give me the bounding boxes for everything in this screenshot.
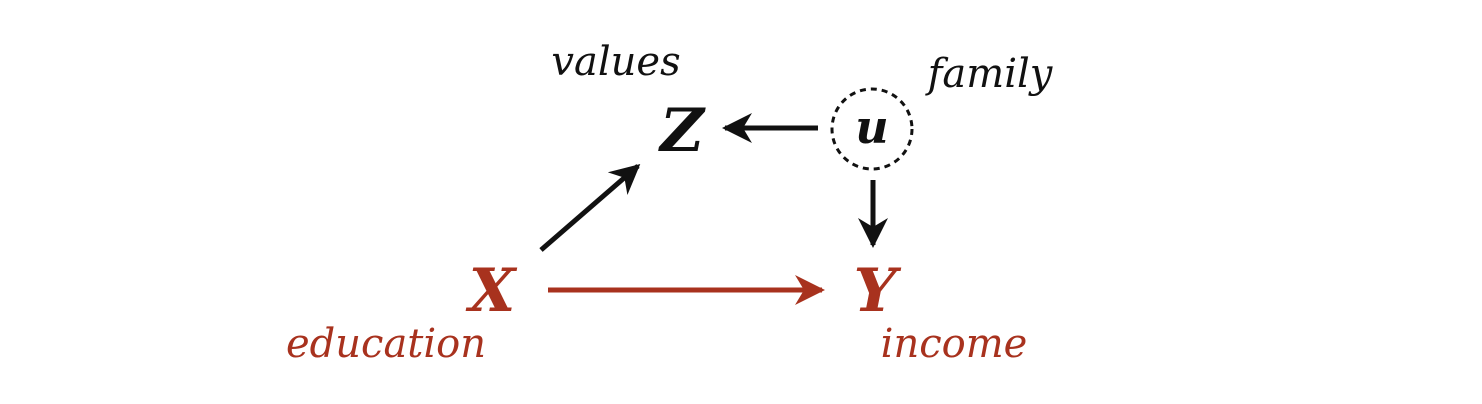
node-u-symbol: u xyxy=(855,100,888,154)
node-y-symbol: Y xyxy=(854,256,902,326)
node-x-symbol: X xyxy=(465,256,518,326)
node-z-symbol: Z xyxy=(658,96,706,166)
node-z-label: values xyxy=(551,39,680,85)
unobserved-node-circle xyxy=(830,87,914,171)
node-y-label: income xyxy=(881,321,1028,367)
node-x-label: education xyxy=(286,321,486,367)
node-u-label: family xyxy=(925,51,1054,97)
edge-x-to-z xyxy=(539,164,641,252)
